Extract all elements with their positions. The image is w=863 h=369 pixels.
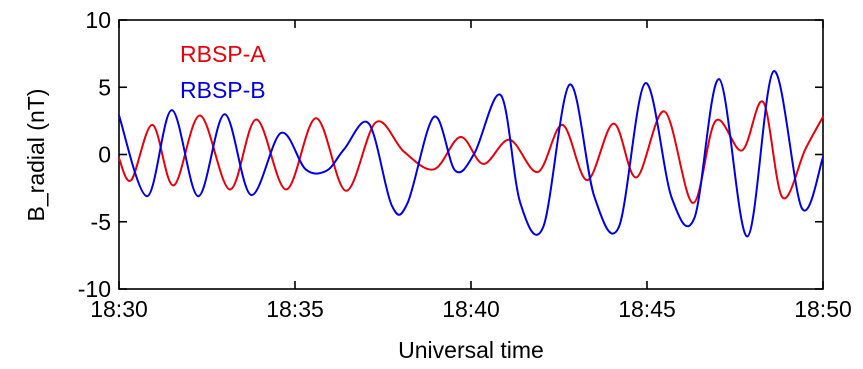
x-tick-label: 18:30 (90, 296, 148, 322)
legend-label-rbsp-b: RBSP-B (180, 77, 266, 103)
x-tick-label: 18:45 (618, 296, 676, 322)
series-line-rbsp-a (118, 100, 824, 204)
x-axis-title: Universal time (398, 337, 544, 363)
y-tick-label: -5 (91, 209, 111, 235)
y-tick-label: 10 (85, 7, 111, 33)
y-tick-label: 5 (98, 74, 111, 100)
y-tick-label: -10 (78, 276, 111, 302)
series-lines (118, 70, 824, 238)
x-tick-label: 18:50 (794, 296, 852, 322)
legend-label-rbsp-a: RBSP-A (180, 41, 266, 67)
tick-labels: 18:30 18:35 18:40 18:45 18:50 -10 -5 0 5 10 (78, 7, 852, 322)
x-tick-label: 18:40 (442, 296, 500, 322)
y-tick-label: 0 (98, 142, 111, 168)
x-tick-label: 18:35 (266, 296, 324, 322)
y-axis-title: B_radial (nT) (23, 89, 49, 222)
tick-marks (118, 19, 824, 290)
series-line-rbsp-b (118, 70, 824, 238)
